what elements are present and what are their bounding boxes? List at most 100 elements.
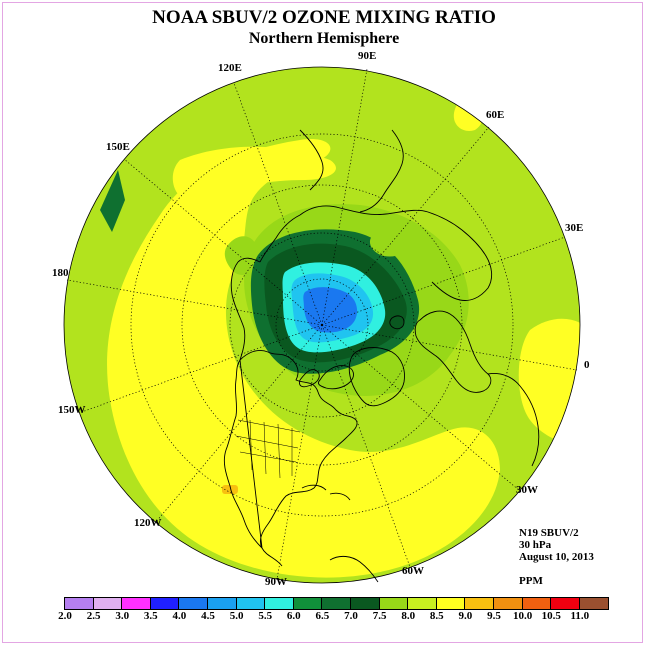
colorbar-swatch xyxy=(122,598,151,609)
meridian-60e xyxy=(321,126,490,326)
coastline-south-america xyxy=(329,555,379,583)
colorbar-swatch xyxy=(408,598,437,609)
colorbar-swatch xyxy=(93,598,123,609)
field-8-0-8-5 xyxy=(107,139,500,578)
meridian-120e xyxy=(233,82,323,326)
colorbar-tick-label: 5.5 xyxy=(258,610,273,622)
field-7-0-7-5-east xyxy=(369,231,405,257)
colorbar-tick-label: 9.5 xyxy=(487,610,501,622)
colorbar-tick-label: 9.0 xyxy=(458,610,473,622)
coastlines xyxy=(223,129,540,583)
lon-label-150e: 150E xyxy=(106,141,130,153)
lon-label-120w: 120W xyxy=(134,517,162,529)
colorbar xyxy=(64,597,610,610)
lon-label-60e: 60E xyxy=(486,109,505,121)
colorbar-tick-label: 4.5 xyxy=(201,610,215,622)
colorbar-swatch xyxy=(207,598,237,609)
lat-circle-60 xyxy=(181,184,463,466)
coastline-caribbean xyxy=(301,484,351,501)
coastline-greenland xyxy=(348,347,405,407)
instrument-label: N19 SBUV/2 xyxy=(519,527,579,539)
meridian-120w xyxy=(154,324,323,524)
field-7-0-7-5-west xyxy=(224,236,258,275)
field-6-5-7-0-patch xyxy=(100,170,125,232)
coastline-asia xyxy=(237,205,493,301)
meridian-90e xyxy=(321,68,368,326)
lon-label-30e: 30E xyxy=(565,222,584,234)
colorbar-tick-label: 2.5 xyxy=(86,610,101,622)
meridian-30w xyxy=(321,324,521,492)
colorbar-swatch xyxy=(379,598,409,609)
field-8-0-8-5-northeast xyxy=(453,100,483,131)
field-8-0-8-5-northwest xyxy=(172,146,336,201)
colorbar-tick-label: 7.5 xyxy=(372,610,387,622)
lon-label-0: 0 xyxy=(584,359,590,371)
meridian-0 xyxy=(321,324,578,371)
map-subtitle: Northern Hemisphere xyxy=(248,30,400,47)
map-title: NOAA SBUV/2 OZONE MIXING RATIO xyxy=(152,7,496,28)
colorbar-swatch xyxy=(551,598,580,609)
coastline-europe xyxy=(414,310,492,393)
lon-label-90e: 90E xyxy=(358,50,377,62)
meridian-60w xyxy=(321,324,411,568)
colorbar-tick-label: 6.5 xyxy=(315,610,330,622)
colorbar-tick-label: 4.0 xyxy=(172,610,187,622)
colorbar-tick-label: 8.0 xyxy=(401,610,416,622)
colorbar-swatch xyxy=(436,598,466,609)
colorbar-tick-label: 5.0 xyxy=(229,610,244,622)
us-state-lines xyxy=(235,419,301,479)
coastline-north-america xyxy=(223,349,358,567)
map-boundary xyxy=(63,66,581,584)
colorbar-swatch xyxy=(236,598,266,609)
meridian-90w xyxy=(276,324,323,580)
colorbar-swatch xyxy=(150,598,180,609)
colorbar-tick-label: 3.0 xyxy=(115,610,130,622)
meridian-30e xyxy=(321,236,566,326)
pressure-level-label: 30 hPa xyxy=(519,539,552,551)
lon-label-120e: 120E xyxy=(218,62,242,74)
colorbar-swatch xyxy=(179,598,208,609)
lat-circle-70 xyxy=(229,232,415,418)
us-state-grid xyxy=(235,419,301,479)
coastline-canadian-arctic xyxy=(299,365,354,390)
colorbar-swatch xyxy=(522,598,552,609)
colorbar-swatch xyxy=(293,598,323,609)
colorbar-swatch xyxy=(493,598,523,609)
lon-label-90w: 90W xyxy=(265,576,287,588)
colorbar-tick-label: 7.0 xyxy=(344,610,358,622)
lon-label-60w: 60W xyxy=(402,565,424,577)
colorbar-swatch xyxy=(465,598,494,609)
field-4-5-5-0 xyxy=(303,287,358,333)
meridian-150e xyxy=(123,158,323,326)
field-8-5-9-0-patch xyxy=(222,485,238,494)
colorbar-tick-label: 3.5 xyxy=(143,610,158,622)
colorbar-tick-label: 10.5 xyxy=(541,610,561,622)
coastline-east-asia xyxy=(299,129,404,213)
ozone-field xyxy=(64,67,580,583)
lat-circle-80 xyxy=(275,278,369,372)
colorbar-swatch xyxy=(65,598,94,609)
colorbar-tick-label: 6.0 xyxy=(286,610,301,622)
figure-frame xyxy=(2,2,643,643)
meridian-180 xyxy=(66,279,323,326)
colorbar-swatch xyxy=(265,598,294,609)
colorbar-swatch xyxy=(579,598,609,609)
colorbar-tick-label: 8.5 xyxy=(429,610,444,622)
coastline-svalbard xyxy=(389,315,405,330)
lon-label-30w: 30W xyxy=(516,484,538,496)
colorbar-tick-label: 11.0 xyxy=(570,610,590,622)
coastline-africa xyxy=(487,373,540,467)
latitude-circles xyxy=(130,133,514,517)
colorbar-swatch xyxy=(350,598,380,609)
lat-circle-50 xyxy=(130,133,514,517)
colorbar-tick-label: 10.0 xyxy=(512,610,533,622)
date-label: August 10, 2013 xyxy=(519,551,594,563)
coastline-alaska xyxy=(230,261,246,361)
lon-label-180: 180 xyxy=(52,267,69,279)
meridian-150w xyxy=(78,324,323,414)
lon-label-150w: 150W xyxy=(58,404,86,416)
colorbar-tick-label: 2.0 xyxy=(58,610,72,622)
meridians xyxy=(66,68,578,580)
units-label: PPM xyxy=(519,575,543,587)
